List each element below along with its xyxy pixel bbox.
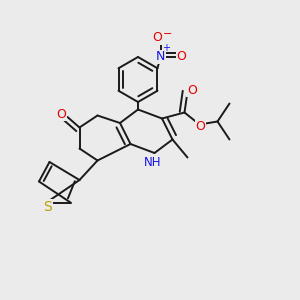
Text: S: S bbox=[44, 200, 52, 214]
Text: O: O bbox=[196, 119, 205, 133]
Text: O: O bbox=[153, 31, 162, 44]
Text: −: − bbox=[163, 29, 173, 40]
Text: +: + bbox=[162, 43, 170, 53]
Text: O: O bbox=[177, 50, 186, 64]
Text: O: O bbox=[57, 107, 66, 121]
Text: N: N bbox=[156, 50, 165, 64]
Text: NH: NH bbox=[144, 156, 162, 170]
Text: O: O bbox=[187, 83, 197, 97]
